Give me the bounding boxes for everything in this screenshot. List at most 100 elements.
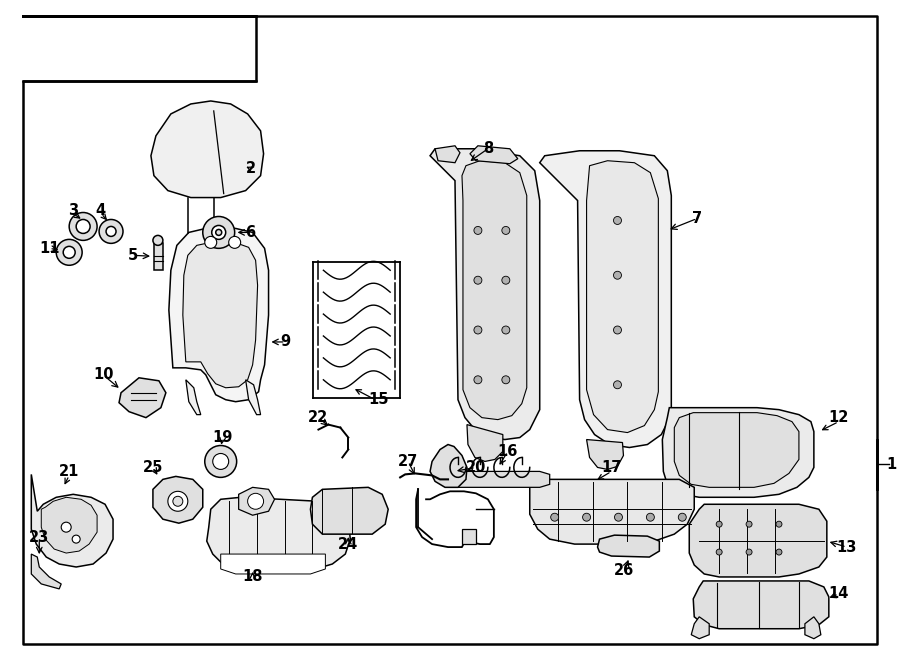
Polygon shape [41, 497, 97, 553]
Polygon shape [207, 497, 350, 569]
Circle shape [61, 522, 71, 532]
Circle shape [614, 271, 622, 279]
Circle shape [216, 229, 221, 235]
Circle shape [716, 549, 722, 555]
Circle shape [205, 237, 217, 249]
Circle shape [474, 376, 482, 384]
Text: 14: 14 [829, 586, 849, 602]
Circle shape [76, 219, 90, 233]
Circle shape [746, 549, 752, 555]
Polygon shape [587, 440, 624, 469]
Circle shape [153, 235, 163, 245]
Polygon shape [540, 151, 671, 447]
Text: 10: 10 [93, 368, 113, 382]
Circle shape [474, 326, 482, 334]
Polygon shape [467, 424, 503, 461]
Polygon shape [691, 617, 709, 639]
Polygon shape [662, 408, 814, 497]
Text: 15: 15 [368, 392, 389, 407]
Circle shape [614, 381, 622, 389]
Polygon shape [185, 380, 201, 414]
Circle shape [776, 521, 782, 527]
Polygon shape [674, 412, 799, 487]
Text: 7: 7 [692, 211, 702, 226]
Circle shape [69, 212, 97, 241]
Text: 16: 16 [498, 444, 518, 459]
Polygon shape [587, 161, 659, 432]
Polygon shape [470, 146, 518, 164]
Text: 23: 23 [29, 529, 50, 545]
Text: 24: 24 [338, 537, 358, 551]
Circle shape [474, 227, 482, 235]
Polygon shape [689, 504, 827, 577]
Text: 26: 26 [615, 563, 634, 578]
Circle shape [212, 225, 226, 239]
Circle shape [205, 446, 237, 477]
Circle shape [99, 219, 123, 243]
Circle shape [551, 513, 559, 521]
Polygon shape [151, 101, 264, 198]
Polygon shape [462, 161, 526, 420]
Text: 8: 8 [482, 141, 493, 156]
Text: 19: 19 [212, 430, 233, 445]
Text: 1: 1 [886, 457, 896, 472]
Circle shape [615, 513, 623, 521]
Text: 6: 6 [246, 225, 256, 240]
Polygon shape [693, 581, 829, 629]
Polygon shape [448, 471, 550, 487]
Circle shape [502, 276, 509, 284]
Polygon shape [119, 378, 166, 418]
Text: 27: 27 [398, 454, 418, 469]
Circle shape [746, 521, 752, 527]
Text: 18: 18 [242, 570, 263, 584]
Text: 12: 12 [829, 410, 849, 425]
Text: 5: 5 [128, 248, 138, 263]
Circle shape [646, 513, 654, 521]
Text: 22: 22 [309, 410, 328, 425]
Polygon shape [430, 149, 540, 440]
Circle shape [248, 493, 264, 509]
Circle shape [56, 239, 82, 265]
Circle shape [202, 217, 235, 249]
Polygon shape [183, 243, 257, 388]
Circle shape [106, 227, 116, 237]
Text: 13: 13 [837, 539, 857, 555]
Text: 17: 17 [601, 460, 622, 475]
Text: 21: 21 [59, 464, 79, 479]
Circle shape [614, 217, 622, 225]
Circle shape [168, 491, 188, 511]
Text: 11: 11 [39, 241, 59, 256]
Circle shape [212, 453, 229, 469]
Polygon shape [154, 243, 163, 270]
Circle shape [614, 326, 622, 334]
Circle shape [63, 247, 76, 258]
Text: 3: 3 [68, 203, 78, 218]
Polygon shape [805, 617, 821, 639]
Text: 20: 20 [465, 460, 486, 475]
Polygon shape [246, 380, 261, 414]
Polygon shape [462, 529, 476, 544]
Polygon shape [169, 229, 268, 402]
Circle shape [502, 227, 509, 235]
Text: 2: 2 [246, 161, 256, 176]
Polygon shape [530, 479, 694, 544]
Circle shape [72, 535, 80, 543]
Polygon shape [310, 487, 388, 534]
Polygon shape [153, 477, 202, 524]
Text: 25: 25 [143, 460, 163, 475]
Polygon shape [238, 487, 274, 515]
Polygon shape [32, 475, 113, 567]
Circle shape [502, 376, 509, 384]
Circle shape [229, 237, 240, 249]
Polygon shape [430, 444, 467, 487]
Circle shape [173, 496, 183, 506]
Polygon shape [32, 554, 61, 589]
Circle shape [582, 513, 590, 521]
Circle shape [716, 521, 722, 527]
Circle shape [474, 276, 482, 284]
Circle shape [502, 326, 509, 334]
Circle shape [776, 549, 782, 555]
Polygon shape [220, 554, 326, 574]
Polygon shape [435, 146, 460, 163]
Text: 9: 9 [281, 334, 291, 350]
